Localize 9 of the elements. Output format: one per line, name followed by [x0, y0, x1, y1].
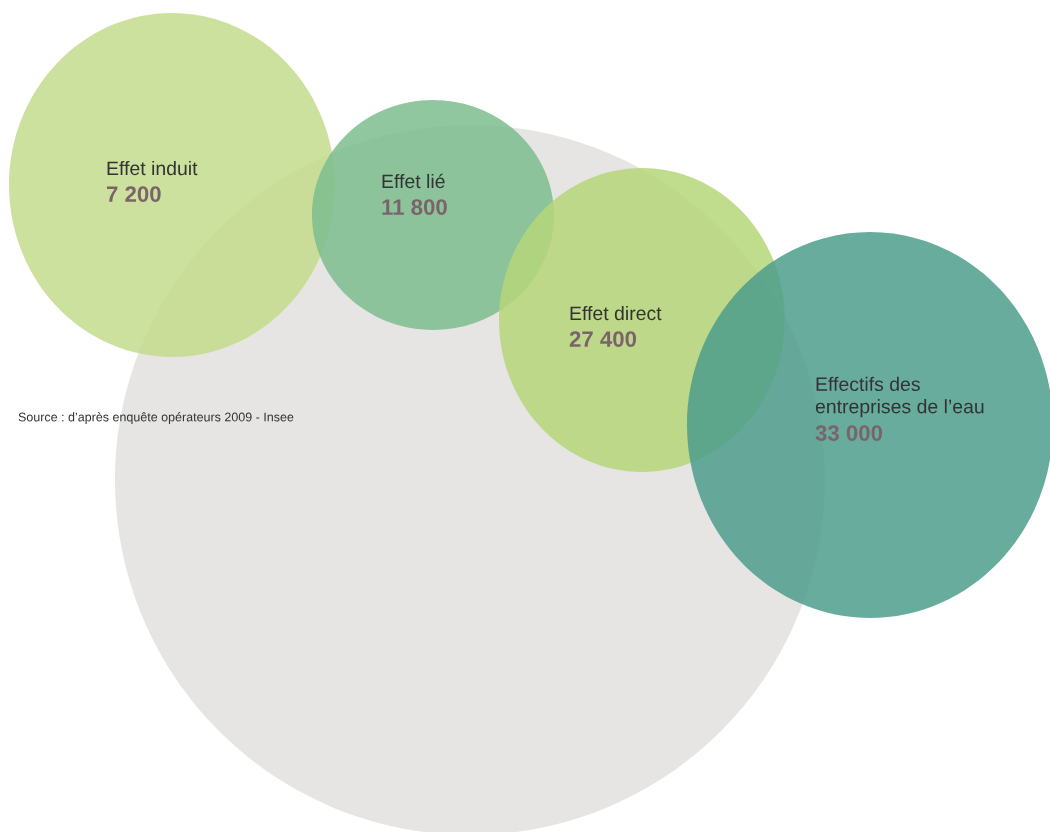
data-label: 11 800 — [382, 199, 447, 215]
category-label: Effet lié — [382, 173, 445, 189]
data-label: 7 200 — [106, 186, 161, 202]
data-label: 33 000 — [815, 425, 883, 441]
category-label: Effet direct — [570, 305, 662, 321]
data-label: 27 400 — [569, 331, 637, 347]
source-note: Source : d’après enquête opérateurs 2009 - Insee — [18, 412, 294, 424]
category-label: Effectifs des entreprises de l’eau — [815, 376, 984, 418]
category-label: Effet induit — [107, 160, 198, 176]
